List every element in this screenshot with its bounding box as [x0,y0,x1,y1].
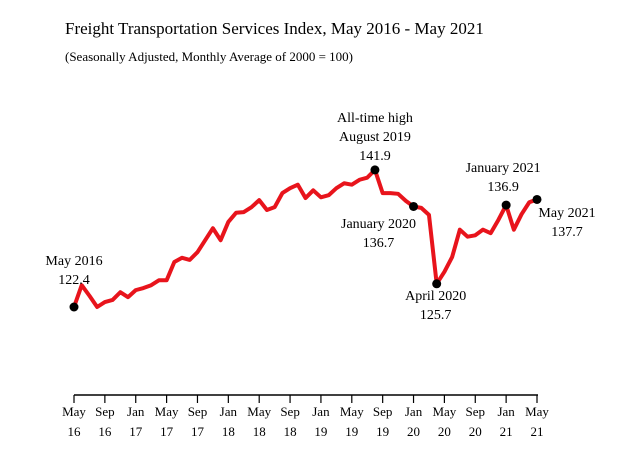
line [72,167,538,309]
x-tick-label: Jan [312,404,330,419]
point [501,200,511,210]
value-label: 122.4 [58,273,90,288]
x-tick-label: 19 [345,424,358,439]
annotation: April 2020 [405,289,466,304]
x-tick-label: 19 [314,424,327,439]
x-tick-label: 16 [98,424,112,439]
x-tick-label: Sep [280,404,300,419]
x-tick-label: Sep [95,404,115,419]
x-tick-label: 20 [407,424,420,439]
annotation: May 2016 [45,254,102,269]
x-tick-label: Sep [188,404,208,419]
x-tick-label: May [62,404,86,419]
x-tick-label: Jan [220,404,238,419]
x-tick-label: 20 [438,424,451,439]
x-tick-label: Sep [466,404,486,419]
x-tick-label: 20 [469,424,482,439]
x-tick-label: May [155,404,179,419]
x-tick-label: May [432,404,456,419]
annotation: January 2021 [466,161,541,176]
x-tick-label: 21 [531,424,544,439]
x-tick-label: 17 [129,424,143,439]
x-tick-label: 17 [191,424,205,439]
x-tick-label: Jan [497,404,515,419]
chart-title: Freight Transportation Services Index, M… [65,19,484,38]
point [432,279,442,289]
point [409,201,419,211]
point [532,194,542,204]
x-tick-label: May [247,404,271,419]
annotation: August 2019 [339,130,411,145]
value-label: 136.9 [487,180,519,195]
annotation: May 2021 [538,206,595,221]
annotation: All-time high [337,111,413,126]
x-tick-label: 18 [284,424,297,439]
point [69,302,79,312]
x-tick-label: 19 [376,424,389,439]
x-tick-label: 18 [253,424,266,439]
x-tick-label: May [525,404,549,419]
x-tick-label: 18 [222,424,235,439]
value-label: 125.7 [420,308,452,323]
annotation: January 2020 [341,217,416,232]
x-tick-label: Jan [127,404,145,419]
x-tick-label: Sep [373,404,393,419]
x-tick-label: Jan [405,404,423,419]
value-label: 141.9 [359,149,391,164]
value-label: 137.7 [551,225,583,240]
chart-subtitle: (Seasonally Adjusted, Monthly Average of… [65,49,353,64]
x-tick-label: May [340,404,364,419]
value-label: 136.7 [363,236,395,251]
x-tick-label: 21 [500,424,513,439]
x-tick-label: 16 [68,424,82,439]
x-tick-label: 17 [160,424,174,439]
point [370,165,380,175]
